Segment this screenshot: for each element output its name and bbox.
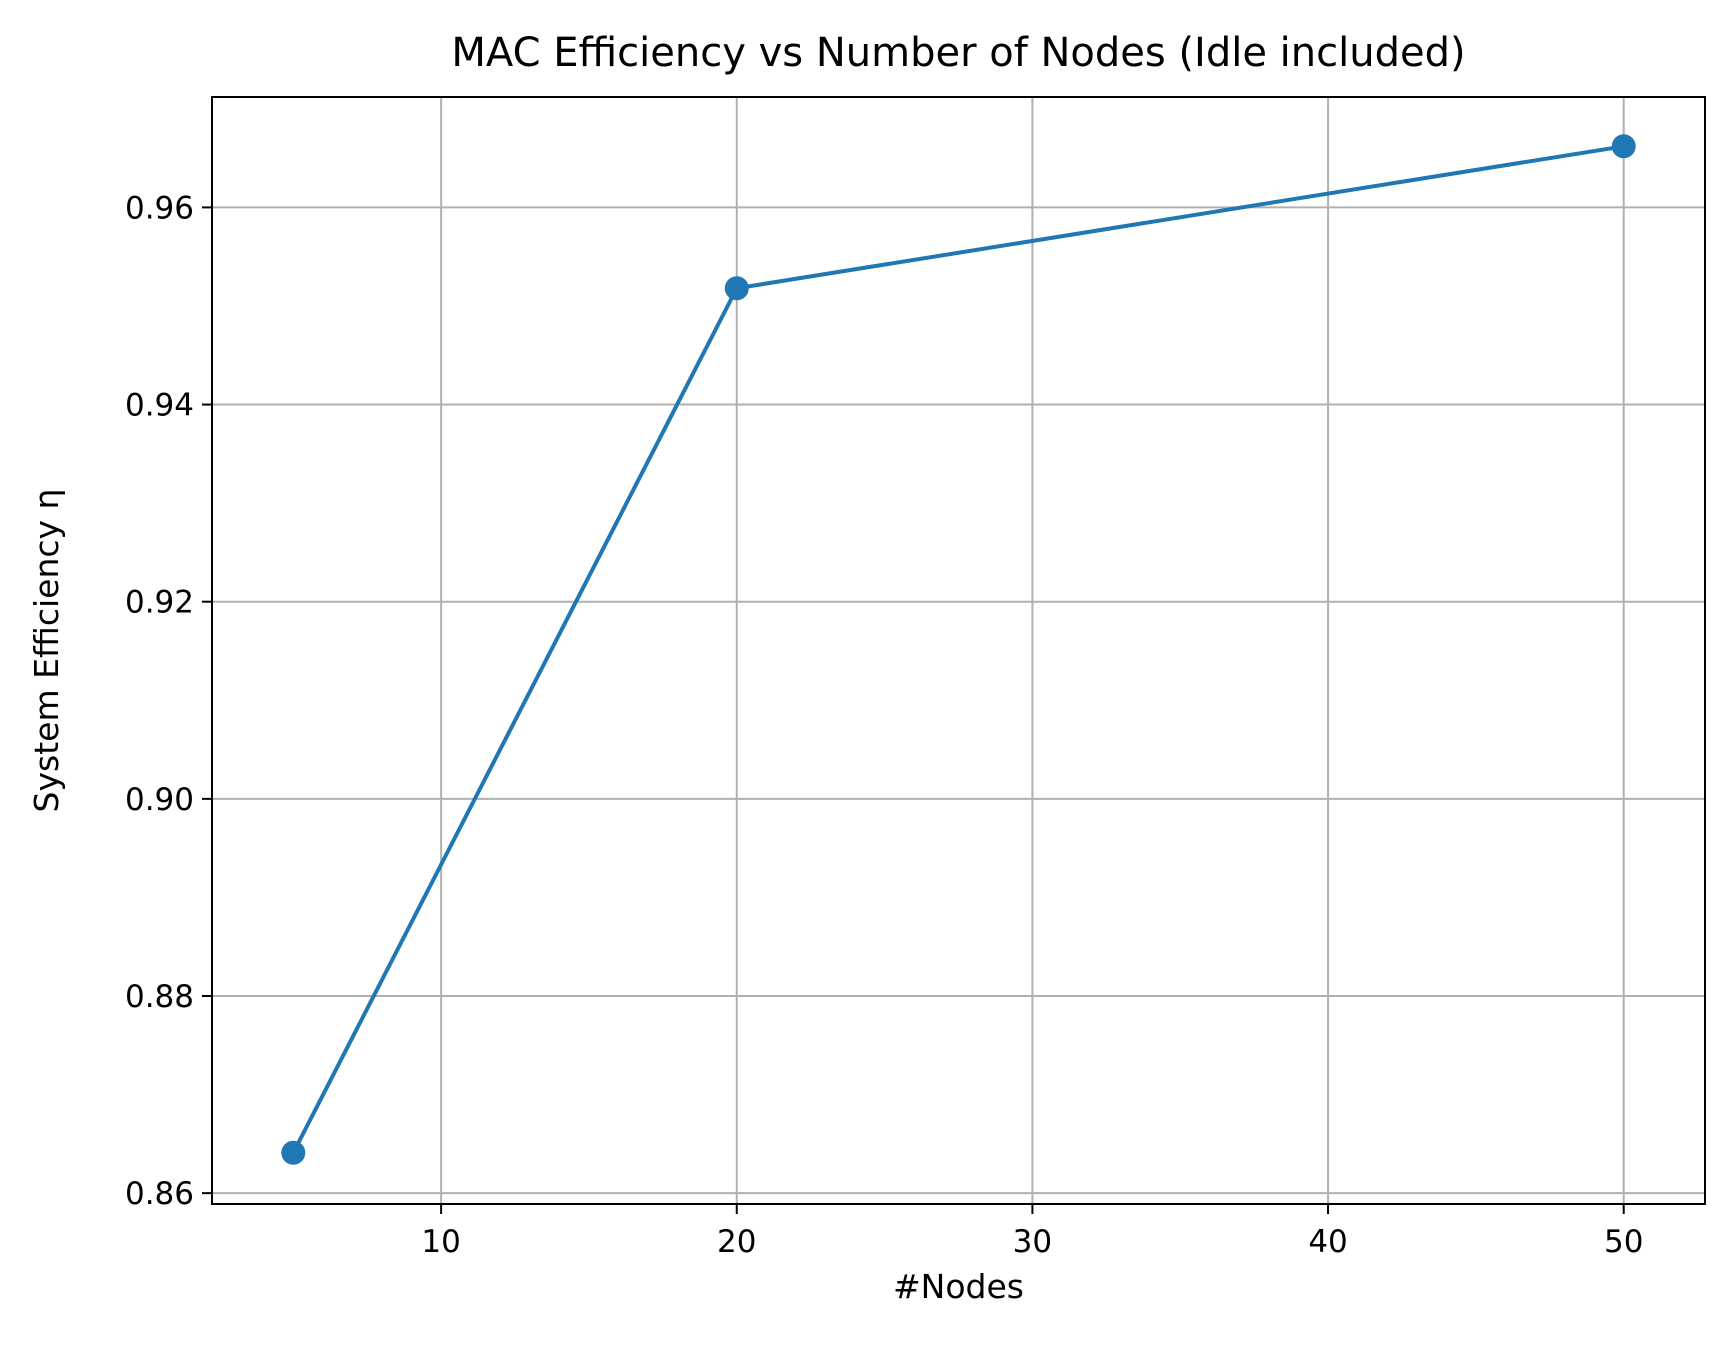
- x-tick-label: 40: [1308, 1224, 1347, 1260]
- y-tick-label: 0.90: [125, 782, 194, 818]
- plot-frame: [211, 96, 1706, 1205]
- y-tick-label: 0.92: [125, 585, 194, 621]
- chart-title: MAC Efficiency vs Number of Nodes (Idle …: [451, 30, 1465, 76]
- y-axis-label: System Efficiency η: [27, 489, 66, 813]
- x-tick-label: 50: [1604, 1224, 1643, 1260]
- data-point: [724, 276, 749, 301]
- y-tick-label: 0.94: [125, 388, 194, 424]
- x-axis-label: #Nodes: [893, 1267, 1024, 1306]
- x-tick-label: 20: [717, 1224, 756, 1260]
- y-tick-label: 0.96: [125, 190, 194, 226]
- y-tick-label: 0.86: [125, 1176, 194, 1212]
- x-tick-label: 10: [421, 1224, 460, 1260]
- axis-ticks: 10 20 30 40 50 0.86 0.88 0.90 0.92 0.94 0.96: [125, 190, 1643, 1260]
- data-point: [1611, 134, 1636, 159]
- data-point: [281, 1140, 306, 1165]
- y-tick-label: 0.88: [125, 979, 194, 1015]
- series-layer: [281, 134, 1636, 1165]
- x-tick-label: 30: [1013, 1224, 1052, 1260]
